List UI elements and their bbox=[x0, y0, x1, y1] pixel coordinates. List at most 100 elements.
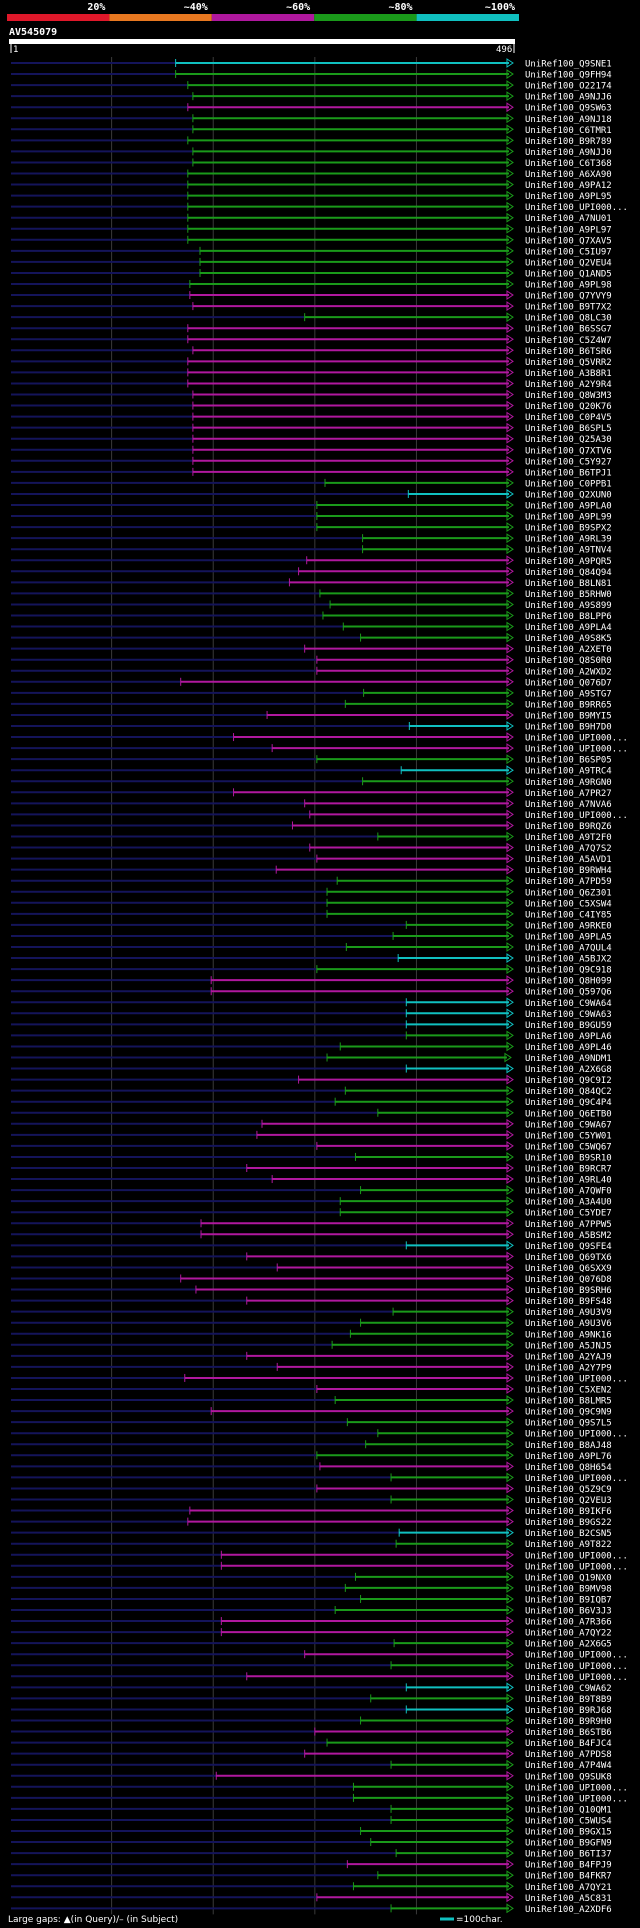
hit-label[interactable]: UniRef100_UPI000... bbox=[525, 745, 628, 755]
hit-row[interactable]: UniRef100_C5Z4W7 bbox=[11, 334, 612, 346]
hit-label[interactable]: UniRef100_B9IKF6 bbox=[525, 1507, 612, 1517]
hit-row[interactable]: UniRef100_B9MYI5 bbox=[11, 710, 612, 722]
hit-label[interactable]: UniRef100_A9NDM1 bbox=[525, 1054, 612, 1064]
hit-label[interactable]: UniRef100_Q6Z301 bbox=[525, 888, 612, 898]
hit-label[interactable]: UniRef100_Q5VRR2 bbox=[525, 358, 612, 368]
hit-row[interactable]: UniRef100_Q9SFE4 bbox=[11, 1240, 612, 1252]
hit-label[interactable]: UniRef100_B6SPL5 bbox=[525, 424, 612, 434]
hit-row[interactable]: UniRef100_B5RHW0 bbox=[11, 588, 612, 600]
hit-row[interactable]: UniRef100_B9RCR7 bbox=[11, 1163, 612, 1175]
hit-row[interactable]: UniRef100_A9PL99 bbox=[11, 511, 612, 523]
hit-row[interactable]: UniRef100_Q1AND5 bbox=[11, 268, 612, 280]
hit-label[interactable]: UniRef100_B8LN81 bbox=[525, 579, 612, 589]
hit-row[interactable]: UniRef100_B9RWH4 bbox=[11, 864, 612, 877]
hit-row[interactable]: UniRef100_A9PQR5 bbox=[11, 555, 612, 567]
hit-label[interactable]: UniRef100_A9TRC4 bbox=[525, 767, 612, 777]
hit-row[interactable]: UniRef100_A7PDS8 bbox=[11, 1748, 612, 1761]
hit-label[interactable]: UniRef100_C9WA64 bbox=[525, 999, 612, 1009]
hit-row[interactable]: UniRef100_A9RKE0 bbox=[11, 919, 612, 932]
hit-label[interactable]: UniRef100_Q7XTV6 bbox=[525, 446, 612, 456]
hit-row[interactable]: UniRef100_Q9SUK8 bbox=[11, 1770, 612, 1783]
hit-row[interactable]: UniRef100_A9RL39 bbox=[11, 533, 612, 545]
hit-row[interactable]: UniRef100_B9GFN9 bbox=[11, 1837, 612, 1849]
hit-row[interactable]: UniRef100_B9IQB7 bbox=[11, 1594, 612, 1606]
hit-row[interactable]: UniRef100_B6TSR6 bbox=[11, 345, 612, 357]
hit-label[interactable]: UniRef100_A2Y9R4 bbox=[525, 380, 612, 390]
hit-label[interactable]: UniRef100_A9RL39 bbox=[525, 535, 612, 545]
hit-row[interactable]: UniRef100_Q84Q94 bbox=[11, 566, 612, 578]
hit-label[interactable]: UniRef100_B6V3J3 bbox=[525, 1607, 612, 1617]
hit-label[interactable]: UniRef100_A2XDF6 bbox=[525, 1905, 612, 1915]
hit-row[interactable]: UniRef100_A9TRC4 bbox=[11, 765, 612, 777]
hit-row[interactable]: UniRef100_UPI000... bbox=[11, 809, 628, 821]
hit-row[interactable]: UniRef100_B6V3J3 bbox=[11, 1605, 612, 1617]
hit-label[interactable]: UniRef100_A9RGN0 bbox=[525, 778, 612, 788]
hit-label[interactable]: UniRef100_C6TMR1 bbox=[525, 126, 612, 136]
hit-label[interactable]: UniRef100_Q10QM1 bbox=[525, 1805, 612, 1815]
hit-label[interactable]: UniRef100_Q8LC30 bbox=[525, 314, 612, 324]
hit-row[interactable]: UniRef100_C9WA62 bbox=[11, 1682, 612, 1694]
hit-label[interactable]: UniRef100_B9RR65 bbox=[525, 700, 612, 710]
hit-label[interactable]: UniRef100_C5Y927 bbox=[525, 457, 612, 467]
hit-label[interactable]: UniRef100_UPI000... bbox=[525, 1794, 628, 1804]
hit-label[interactable]: UniRef100_C5YW01 bbox=[525, 1131, 612, 1141]
hit-label[interactable]: UniRef100_A9PL97 bbox=[525, 225, 612, 235]
hit-row[interactable]: UniRef100_Q9C9I2 bbox=[11, 1074, 612, 1087]
hit-row[interactable]: UniRef100_UPI000... bbox=[11, 1472, 628, 1484]
hit-label[interactable]: UniRef100_Q9S7L5 bbox=[525, 1419, 612, 1429]
hit-label[interactable]: UniRef100_Q8W3M3 bbox=[525, 391, 612, 401]
hit-row[interactable]: UniRef100_A9PLA4 bbox=[11, 621, 612, 634]
hit-row[interactable]: UniRef100_Q69TX6 bbox=[11, 1251, 612, 1263]
hit-label[interactable]: UniRef100_A9RKE0 bbox=[525, 921, 612, 931]
hit-row[interactable]: UniRef100_C5YW01 bbox=[11, 1129, 612, 1142]
hit-label[interactable]: UniRef100_A2X6G5 bbox=[525, 1640, 612, 1650]
hit-label[interactable]: UniRef100_C5Z4W7 bbox=[525, 336, 612, 346]
hit-row[interactable]: UniRef100_B8LMR5 bbox=[11, 1395, 612, 1407]
hit-label[interactable]: UniRef100_C0PPB1 bbox=[525, 479, 612, 489]
hit-label[interactable]: UniRef100_A9PL46 bbox=[525, 1043, 612, 1053]
hit-label[interactable]: UniRef100_B9GFN9 bbox=[525, 1839, 612, 1849]
hit-row[interactable]: UniRef100_Q25A30 bbox=[11, 433, 612, 446]
hit-label[interactable]: UniRef100_Q9SW63 bbox=[525, 104, 612, 114]
hit-row[interactable]: UniRef100_B9SPX2 bbox=[11, 522, 612, 534]
hit-label[interactable]: UniRef100_C0P4V5 bbox=[525, 413, 612, 423]
hit-label[interactable]: UniRef100_Q2VEU3 bbox=[525, 1496, 612, 1506]
hit-label[interactable]: UniRef100_Q9FH94 bbox=[525, 71, 612, 81]
hit-row[interactable]: UniRef100_A2X6G8 bbox=[11, 1063, 612, 1076]
hit-label[interactable]: UniRef100_A9PLA6 bbox=[525, 1032, 612, 1042]
hit-row[interactable]: UniRef100_A5BSM2 bbox=[11, 1229, 612, 1241]
hit-label[interactable]: UniRef100_A7QUL4 bbox=[525, 944, 612, 954]
hit-label[interactable]: UniRef100_UPI000... bbox=[525, 1374, 628, 1384]
hit-row[interactable]: UniRef100_B4FKR7 bbox=[11, 1870, 612, 1882]
hit-label[interactable]: UniRef100_Q69TX6 bbox=[525, 1253, 612, 1263]
hit-label[interactable]: UniRef100_UPI000... bbox=[525, 1562, 628, 1572]
hit-row[interactable]: UniRef100_A9PLA0 bbox=[11, 500, 612, 512]
hit-label[interactable]: UniRef100_Q8H099 bbox=[525, 977, 612, 987]
hit-label[interactable]: UniRef100_A9NK16 bbox=[525, 1330, 612, 1340]
hit-row[interactable]: UniRef100_Q8LC30 bbox=[11, 312, 612, 324]
hit-label[interactable]: UniRef100_Q9C9I2 bbox=[525, 1076, 612, 1086]
hit-label[interactable]: UniRef100_A5BJX2 bbox=[525, 955, 612, 965]
hit-label[interactable]: UniRef100_A9S899 bbox=[525, 601, 612, 611]
hit-label[interactable]: UniRef100_B9FS48 bbox=[525, 1297, 612, 1307]
hit-label[interactable]: UniRef100_A9TNV4 bbox=[525, 546, 612, 556]
hit-row[interactable]: UniRef100_B8AJ48 bbox=[11, 1439, 612, 1451]
hit-row[interactable]: UniRef100_Q5VRR2 bbox=[11, 356, 612, 368]
hit-row[interactable]: UniRef100_UPI000... bbox=[11, 743, 628, 755]
hit-label[interactable]: UniRef100_UPI000... bbox=[525, 1783, 628, 1793]
hit-label[interactable]: UniRef100_B9SRH6 bbox=[525, 1286, 612, 1296]
hit-row[interactable]: UniRef100_B8LN81 bbox=[11, 577, 612, 589]
hit-row[interactable]: UniRef100_A3A4U0 bbox=[11, 1196, 612, 1208]
hit-row[interactable]: UniRef100_C9WA64 bbox=[11, 997, 612, 1009]
hit-label[interactable]: UniRef100_A7PR27 bbox=[525, 789, 612, 799]
hit-label[interactable]: UniRef100_A3A4U0 bbox=[525, 1198, 612, 1208]
hit-row[interactable]: UniRef100_Q597Q6 bbox=[11, 986, 612, 998]
hit-label[interactable]: UniRef100_Q1AND5 bbox=[525, 269, 612, 279]
hit-label[interactable]: UniRef100_B9GS22 bbox=[525, 1518, 612, 1528]
hit-label[interactable]: UniRef100_B6STB6 bbox=[525, 1728, 612, 1738]
hit-row[interactable]: UniRef100_Q2VEU3 bbox=[11, 1494, 612, 1507]
hit-row[interactable]: UniRef100_Q7YVY9 bbox=[11, 290, 612, 302]
hit-row[interactable]: UniRef100_A9NK16 bbox=[11, 1328, 612, 1341]
hit-label[interactable]: UniRef100_A9NJ18 bbox=[525, 115, 612, 125]
hit-row[interactable]: UniRef100_Q9C9N9 bbox=[11, 1406, 612, 1418]
